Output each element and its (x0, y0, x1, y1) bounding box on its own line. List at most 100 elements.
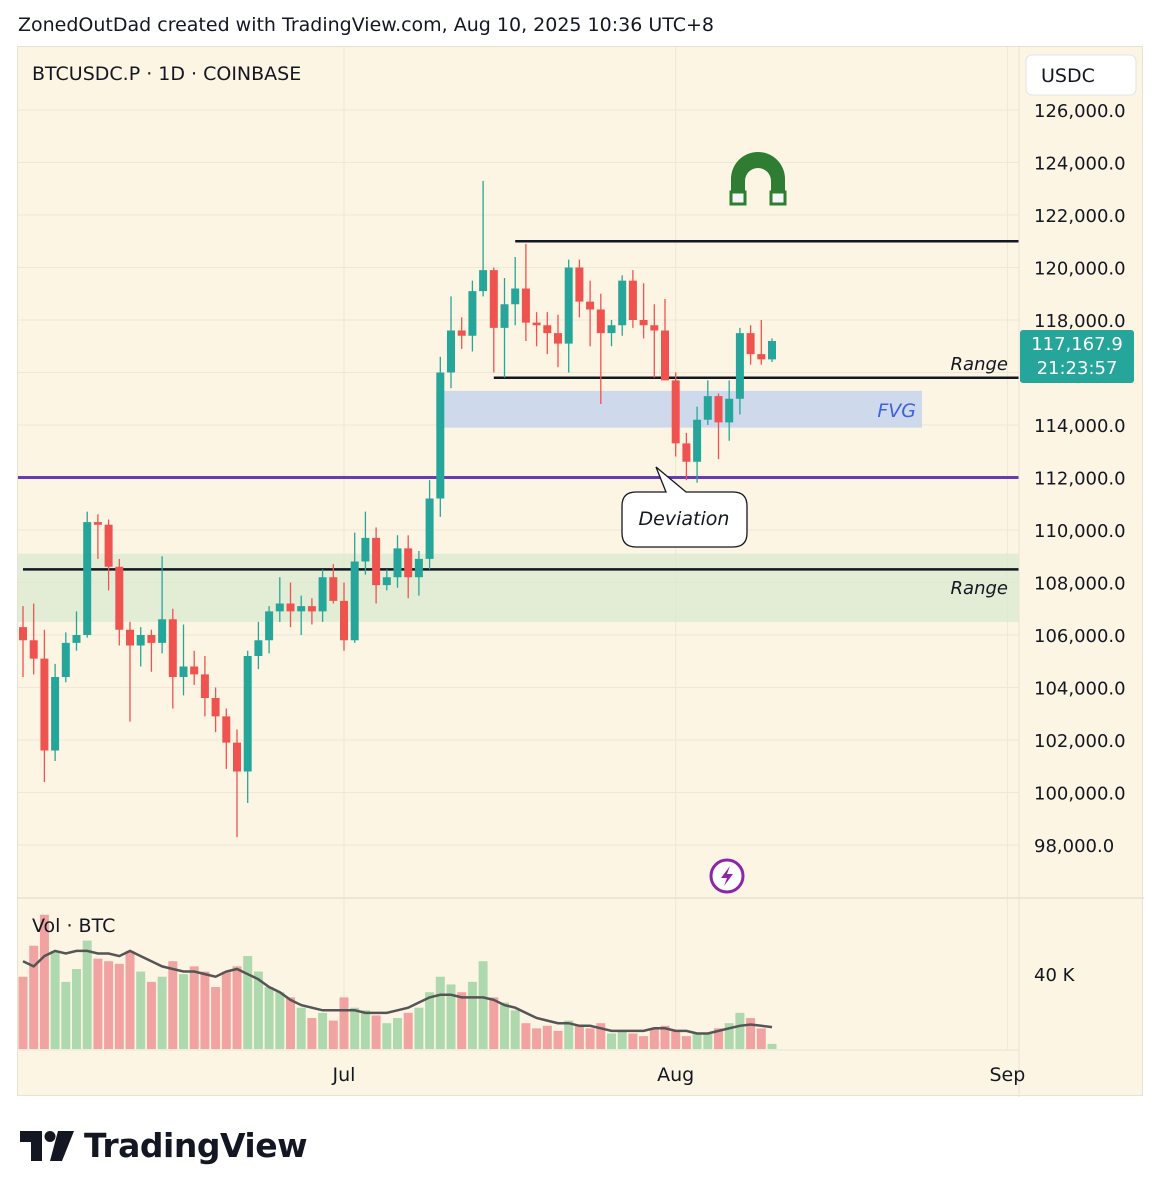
volume-bar (457, 992, 467, 1049)
price-tick-label: 126,000.0 (1034, 101, 1126, 122)
current-price: 117,167.9 (1031, 334, 1123, 355)
currency-selector[interactable] (1025, 54, 1137, 96)
price-tick-label: 110,000.0 (1034, 521, 1126, 542)
candle-body (307, 606, 316, 612)
candle-body (19, 627, 27, 641)
candle-body (693, 419, 702, 462)
volume-bar (360, 1010, 370, 1049)
volume-bar (393, 1018, 402, 1049)
price-tick-label: 102,000.0 (1034, 731, 1126, 752)
candle-body (147, 635, 156, 643)
volume-bar (425, 992, 435, 1049)
volume-bar (414, 1007, 424, 1049)
volume-bar (275, 992, 285, 1049)
volume-bar (146, 981, 156, 1049)
volume-bar (703, 1033, 713, 1049)
candle-body (104, 524, 113, 567)
volume-bar (500, 1002, 509, 1049)
volume-bar (746, 1018, 756, 1049)
candle-body (735, 333, 744, 399)
volume-bar (253, 971, 263, 1049)
volume-bar (264, 987, 274, 1049)
levels-layer (18, 240, 1019, 571)
volume-bar (157, 976, 167, 1049)
volume-bar (596, 1023, 606, 1049)
candle-body (286, 603, 295, 612)
price-tick-label: 106,000.0 (1034, 626, 1126, 647)
range-lower-label: Range (951, 578, 1008, 599)
time-axis-labels: Jul Aug Sep (332, 1064, 1026, 1086)
candle-body (746, 333, 755, 355)
volume-bar (114, 963, 124, 1049)
candle-body (158, 619, 167, 643)
volume-bar (553, 1030, 563, 1049)
volume-bar (660, 1025, 670, 1049)
range-upper-label: Range (951, 354, 1008, 375)
candle-body (725, 398, 734, 423)
volume-bar (93, 958, 103, 1049)
candle-body (51, 677, 60, 751)
candle-body (596, 309, 605, 334)
candle-body (618, 280, 627, 326)
volume-bar (286, 997, 295, 1049)
price-chart[interactable]: BTCUSDC.P · 1D · COINBASE Vol · BTC USDC… (18, 47, 1144, 1097)
price-tick-label: 122,000.0 (1034, 206, 1126, 227)
lightning-icon[interactable] (709, 858, 745, 894)
candle-body (414, 558, 423, 578)
candle-body (265, 611, 274, 641)
volume-bar (639, 1036, 649, 1049)
price-tick-label: 98,000.0 (1034, 836, 1114, 857)
volume-bar (371, 1015, 381, 1049)
volume-bar (671, 1030, 681, 1049)
candle-body (607, 325, 616, 334)
volume-bar (136, 971, 146, 1049)
candle-body (575, 267, 584, 302)
volume-bar (542, 1025, 552, 1049)
time-axis-label: Aug (657, 1064, 694, 1086)
volume-bar (617, 1030, 627, 1049)
volume-bar (382, 1023, 392, 1049)
price-tick-label: 108,000.0 (1034, 574, 1126, 595)
candle-body (179, 666, 188, 677)
zones-layer (18, 390, 1019, 622)
volume-bar (724, 1023, 734, 1049)
volume-bar (328, 1020, 338, 1049)
volume-bar (435, 976, 445, 1049)
chart-panel[interactable]: BTCUSDC.P · 1D · COINBASE Vol · BTC USDC… (17, 46, 1144, 1097)
currency-label: USDC (1041, 65, 1095, 87)
volume-bar (735, 1012, 745, 1049)
candle-body (671, 380, 680, 444)
candle-body (72, 635, 81, 643)
deviation-callout: Deviation (621, 466, 748, 548)
volume-bar (403, 1012, 413, 1049)
volume-bar (125, 950, 135, 1049)
candle-body (404, 548, 413, 578)
volume-bar (649, 1028, 659, 1049)
volume-bar (243, 956, 253, 1049)
candle-body (243, 656, 252, 772)
deviation-label: Deviation (639, 508, 730, 530)
volume-bar (692, 1033, 702, 1049)
current-price-badge: 117,167.9 21:23:57 (1020, 330, 1134, 383)
volume-bar (446, 984, 456, 1049)
candle-body (479, 270, 488, 292)
volume-bar (564, 1020, 574, 1049)
candle-body (83, 522, 92, 635)
candle-body (61, 642, 70, 677)
candle-body (628, 280, 637, 320)
candle-body (372, 537, 381, 586)
volume-layer (18, 914, 777, 1049)
magnet-icon (729, 152, 787, 206)
candle-body (703, 396, 712, 420)
candle-body (329, 577, 338, 601)
tradingview-logo: TradingView (20, 1126, 308, 1165)
volume-bar (318, 1012, 328, 1049)
time-axis-label: Sep (989, 1064, 1025, 1086)
candle-body (211, 698, 220, 717)
price-tick-label: 118,000.0 (1034, 311, 1126, 332)
candle-body (757, 354, 766, 360)
candle-body (168, 619, 177, 677)
candle-body (650, 325, 659, 331)
candle-body (436, 372, 445, 499)
candle-body (468, 291, 477, 336)
